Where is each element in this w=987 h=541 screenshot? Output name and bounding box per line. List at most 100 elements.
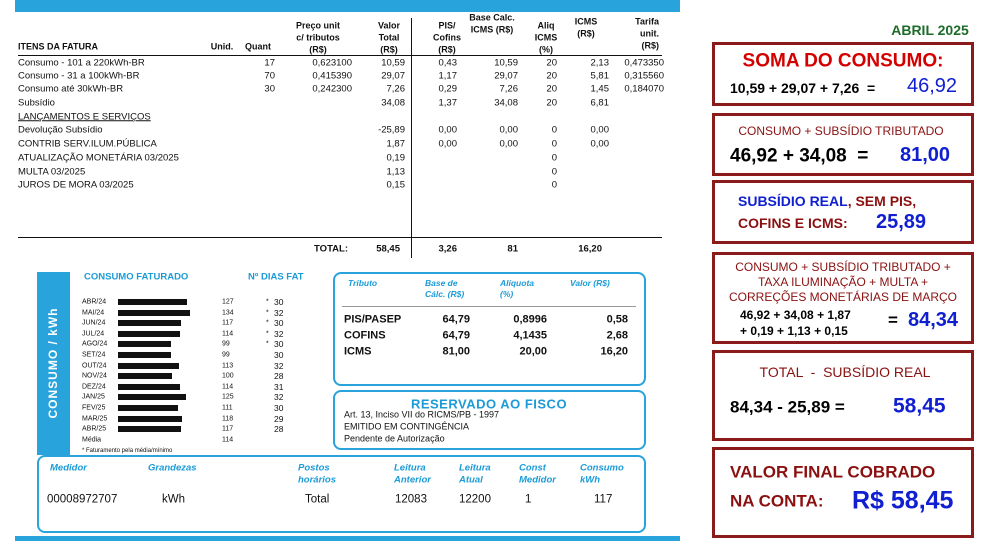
item-value: 0	[551, 152, 557, 164]
item-value: 34,08	[494, 97, 518, 109]
tax-header: Alíquota	[500, 277, 534, 288]
bar	[118, 426, 182, 433]
bar	[118, 330, 180, 337]
bar	[118, 383, 180, 390]
total-value: 16,20	[578, 243, 602, 255]
meter-header: Leitura	[459, 462, 491, 474]
item-description: Consumo até 30kWh-BR	[18, 83, 124, 95]
tax-header: Cálc. (R$)	[425, 288, 465, 299]
column-header: ICMS (R$)	[470, 24, 514, 35]
consumption-value: 117	[222, 425, 234, 433]
days-value: 32	[274, 328, 284, 339]
item-value: 34,08	[381, 97, 405, 109]
tax-cell: 64,79	[442, 329, 470, 342]
rule	[411, 18, 412, 258]
chart-note: * Faturamento pela média/mínimo	[82, 448, 173, 454]
meter-value: 12200	[459, 493, 491, 506]
total-value: 81	[507, 243, 518, 255]
note-label: NA CONTA:	[730, 491, 824, 511]
note-expression: 46,92 + 34,08 + 1,87	[740, 308, 851, 322]
consumption-value: 134	[222, 309, 234, 317]
month-label: OUT/24	[82, 362, 107, 370]
note-title: COFINS E ICMS:	[738, 215, 848, 231]
item-value: 1,45	[590, 83, 610, 95]
note-box	[712, 350, 974, 441]
note-title: VALOR FINAL COBRADO	[730, 462, 936, 482]
month-label: SET/24	[82, 351, 106, 359]
item-value: 0,00	[590, 124, 610, 136]
item-value: 10,59	[494, 57, 518, 69]
meter-header: Medidor	[519, 474, 556, 486]
note-result: R$ 58,45	[852, 486, 954, 515]
period: ABRIL 2025	[891, 22, 969, 38]
bar	[118, 405, 178, 411]
reserved-line: Art. 13, Inciso VII do RICMS/PB - 1997	[344, 409, 500, 420]
flag: *	[266, 319, 269, 327]
bar	[118, 341, 172, 348]
column-header: Tarifa	[635, 16, 659, 27]
note-title: SUBSÍDIO REAL, SEM PIS,	[738, 194, 916, 208]
tax-header: (%)	[500, 288, 514, 299]
item-value: 1,87	[386, 138, 406, 150]
month-label: JAN/25	[82, 393, 105, 401]
reserved-title: RESERVADO AO FISCO	[410, 396, 568, 412]
meter-header: Atual	[459, 474, 483, 486]
note-title: TAXA ILUMINAÇÃO + MULTA +	[757, 275, 929, 289]
consumption-value: 117	[222, 319, 234, 327]
days-value: 32	[274, 360, 284, 371]
bottom-bar	[15, 536, 680, 541]
bar	[118, 309, 191, 316]
days-value: 28	[274, 423, 284, 434]
item-value: 20	[546, 83, 557, 95]
tax-cell: PIS/PASEP	[344, 313, 402, 326]
note-expression: 84,34 - 25,89 =	[730, 397, 845, 417]
column-header: Valor	[377, 20, 401, 31]
note-title: TOTAL - SUBSÍDIO REAL	[759, 364, 931, 380]
item-value: 0,315560	[624, 70, 664, 82]
note-title-part: SUBSÍDIO REAL	[738, 193, 848, 209]
days-value: 31	[274, 381, 284, 392]
note-box	[712, 252, 974, 344]
item-value: 7,26	[386, 83, 406, 95]
section-title: ITENS DA FATURA	[18, 41, 98, 52]
item-value: 20	[546, 70, 557, 82]
month-label: MAR/25	[82, 415, 108, 423]
item-description: MULTA 03/2025	[18, 166, 86, 178]
note-box	[712, 113, 974, 176]
bar	[118, 320, 182, 327]
top-bar	[15, 0, 680, 12]
tax-cell: 64,79	[442, 313, 470, 326]
item-description: Consumo - 101 a 220kWh-BR	[18, 57, 145, 69]
consumption-value: 127	[222, 298, 234, 306]
tax-header: Tributo	[348, 277, 378, 288]
meter-value: Total	[305, 493, 330, 506]
tax-cell: 2,68	[606, 329, 628, 342]
item-value: 0,00	[438, 138, 458, 150]
days-value: 30	[274, 349, 284, 360]
rule	[342, 306, 636, 307]
chart-title: CONSUMO FATURADO	[84, 271, 189, 283]
days-value: 32	[274, 307, 284, 318]
meter-header: Postos	[298, 462, 330, 474]
note-expression: 46,92 + 34,08 =	[730, 145, 869, 167]
meter-header: Consumo	[580, 462, 624, 474]
item-value: 0,29	[438, 83, 458, 95]
item-value: 20	[546, 57, 557, 69]
item-value: 0	[551, 166, 557, 178]
item-value: 1,17	[438, 70, 458, 82]
column-header: PIS/	[438, 20, 456, 31]
item-value: 0,43	[438, 57, 458, 69]
consumption-value: 118	[222, 415, 234, 423]
item-description: JUROS DE MORA 03/2025	[18, 179, 134, 191]
tax-cell: 81,00	[442, 345, 470, 358]
note-result: 81,00	[900, 144, 951, 166]
item-value: 0,623100	[312, 57, 352, 69]
item-value: 30	[264, 83, 275, 95]
tax-cell: 4,1435	[513, 329, 547, 342]
item-value: 6,81	[590, 97, 610, 109]
month-label: Média	[82, 436, 102, 444]
reserved-box	[333, 390, 646, 450]
item-value: 0	[551, 179, 557, 191]
days-value: 29	[274, 413, 284, 424]
